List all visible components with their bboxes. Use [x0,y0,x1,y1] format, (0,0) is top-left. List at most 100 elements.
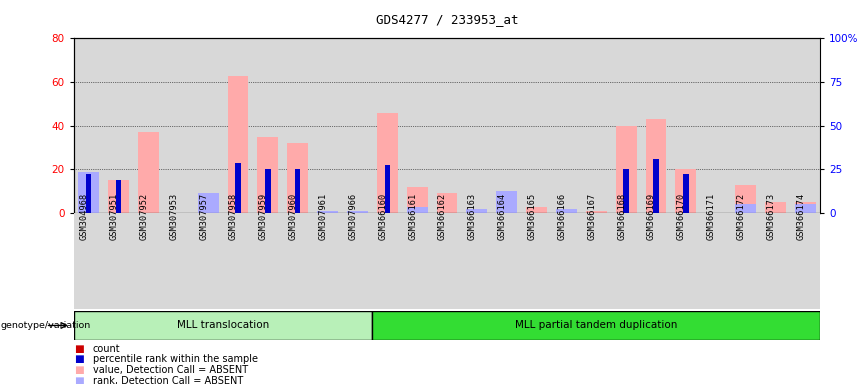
Text: GSM366162: GSM366162 [438,192,447,240]
Text: MLL partial tandem duplication: MLL partial tandem duplication [515,320,678,331]
Bar [86,174,91,213]
Bar [671,38,700,213]
Bar [791,38,820,213]
Bar [735,204,756,213]
Bar [347,211,368,213]
Bar [103,38,134,213]
Text: genotype/variation: genotype/variation [1,321,91,330]
Bar [683,174,688,213]
Text: GSM366161: GSM366161 [408,192,418,240]
Bar [586,211,607,213]
Text: GSM366171: GSM366171 [707,192,716,240]
Bar [253,38,283,213]
Bar [372,311,820,340]
Bar [223,38,253,213]
Bar [432,38,462,213]
Bar [312,213,343,309]
Bar [731,213,760,309]
Bar [194,38,223,213]
Bar [611,38,641,213]
Text: GSM307960: GSM307960 [289,192,298,240]
Bar [163,213,194,309]
Bar [78,172,99,213]
Bar [623,169,628,213]
Bar [103,213,134,309]
Text: GSM307953: GSM307953 [169,192,178,240]
Bar [646,119,667,213]
Bar [258,137,279,213]
Bar [235,163,240,213]
Bar [795,204,816,213]
Bar [407,187,428,213]
Bar [317,211,338,213]
Bar [402,38,432,213]
Text: GSM366166: GSM366166 [557,192,567,240]
Text: GSM366167: GSM366167 [588,192,596,240]
Bar [134,213,163,309]
Bar [223,213,253,309]
Bar [74,213,103,309]
Bar [74,311,372,340]
Bar [641,213,671,309]
Bar [287,143,308,213]
Text: GSM366165: GSM366165 [528,192,536,240]
Bar [437,194,457,213]
Bar [760,213,791,309]
Bar [522,38,551,213]
Bar [462,213,492,309]
Bar [108,180,129,213]
Bar [198,194,219,213]
Text: GSM366174: GSM366174 [796,192,806,240]
Bar [253,213,283,309]
Bar [74,38,103,213]
Bar [198,194,219,213]
Bar [556,209,577,213]
Bar [582,213,611,309]
Bar [283,213,312,309]
Bar [522,213,551,309]
Bar [611,213,641,309]
Bar [385,165,390,213]
Bar [760,38,791,213]
Bar [347,211,368,213]
Bar [526,207,547,213]
Bar [765,202,786,213]
Bar [466,209,487,213]
Bar [462,38,492,213]
Text: GSM307958: GSM307958 [229,192,238,240]
Bar [78,172,99,213]
Bar [317,211,338,213]
Text: GSM307961: GSM307961 [319,192,327,240]
Bar [163,38,194,213]
Bar [372,38,402,213]
Text: value, Detection Call = ABSENT: value, Detection Call = ABSENT [93,365,248,375]
Text: GSM304968: GSM304968 [80,192,89,240]
Bar [492,213,522,309]
Bar [407,207,428,213]
Text: GSM366168: GSM366168 [617,192,626,240]
Text: GSM366172: GSM366172 [737,192,746,240]
Text: GSM366160: GSM366160 [378,192,387,240]
Text: GSM366169: GSM366169 [647,192,656,240]
Bar [556,209,577,213]
Text: GSM307951: GSM307951 [109,192,119,240]
Text: ■: ■ [74,344,83,354]
Bar [551,213,582,309]
Bar [654,159,659,213]
Bar [582,38,611,213]
Bar [492,38,522,213]
Bar [700,213,731,309]
Bar [432,213,462,309]
Bar [671,213,700,309]
Bar [466,211,487,213]
Bar [731,38,760,213]
Text: count: count [93,344,121,354]
Bar [496,191,517,213]
Bar [295,169,300,213]
Bar [343,38,372,213]
Bar [402,213,432,309]
Bar [266,169,271,213]
Text: ■: ■ [74,365,83,375]
Bar [138,132,159,213]
Bar [700,38,731,213]
